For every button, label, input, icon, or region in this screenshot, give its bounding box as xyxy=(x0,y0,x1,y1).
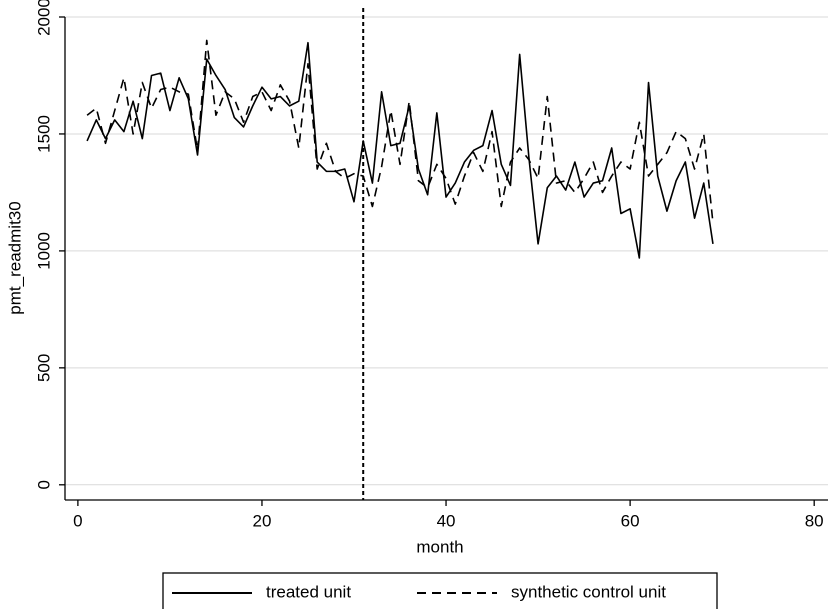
x-tick-label: 60 xyxy=(621,511,640,530)
legend-label: synthetic control unit xyxy=(511,582,666,601)
y-axis-title: pmt_readmit30 xyxy=(5,201,24,314)
y-tick-label: 0 xyxy=(34,480,53,489)
y-tick-label: 1000 xyxy=(34,232,53,270)
x-tick-label: 80 xyxy=(805,511,824,530)
series-line xyxy=(86,41,714,259)
y-tick-label: 2000 xyxy=(34,0,53,36)
series-line xyxy=(86,39,714,223)
x-tick-label: 20 xyxy=(253,511,272,530)
x-tick-label: 0 xyxy=(73,511,82,530)
y-tick-label: 500 xyxy=(34,354,53,382)
x-axis-title: month xyxy=(416,537,463,556)
x-tick-label: 40 xyxy=(437,511,456,530)
legend-box xyxy=(162,572,718,609)
y-tick-label: 1500 xyxy=(34,115,53,153)
legend-label: treated unit xyxy=(266,582,351,601)
